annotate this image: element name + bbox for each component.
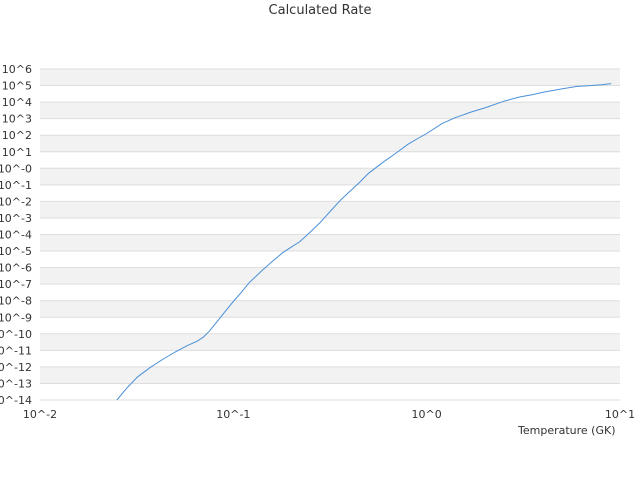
- grid-band: [40, 267, 620, 285]
- y-tick-label: 10^6: [2, 63, 32, 76]
- grid-band: [40, 234, 620, 252]
- grid-band: [40, 383, 620, 400]
- grid-band: [40, 151, 620, 169]
- y-tick-label: 10^2: [2, 129, 32, 142]
- y-tick-label: 10^-5: [0, 245, 32, 258]
- y-tick-label: 10^-9: [0, 311, 32, 324]
- grid-band: [40, 135, 620, 152]
- y-tick-label: 10^-11: [0, 344, 32, 357]
- grid-band: [40, 284, 620, 301]
- y-tick-label: 10^5: [2, 80, 32, 93]
- grid-band: [40, 102, 620, 119]
- grid-band: [40, 118, 620, 136]
- y-tick-label: 10^-13: [0, 377, 32, 390]
- grid-band: [40, 168, 620, 185]
- y-tick-label: 10^4: [2, 96, 32, 109]
- x-tick-label: 10^1: [605, 408, 635, 421]
- y-tick-label: 10^-8: [0, 295, 32, 308]
- grid-band: [40, 201, 620, 218]
- y-tick-label: 10^-6: [0, 262, 32, 275]
- y-tick-label: 10^-0: [0, 162, 32, 175]
- y-tick-label: 10^-1: [0, 179, 32, 192]
- grid-band: [40, 333, 620, 351]
- x-axis-label: Temperature (GK): [518, 424, 616, 437]
- grid-band: [40, 184, 620, 202]
- y-tick-label: 10^-12: [0, 361, 32, 374]
- y-tick-label: 10^-14: [0, 394, 32, 407]
- y-tick-label: 10^3: [2, 113, 32, 126]
- grid-band: [40, 85, 620, 103]
- x-tick-label: 10^-2: [23, 408, 57, 421]
- grid-band: [40, 350, 620, 367]
- y-tick-label: 10^-3: [0, 212, 32, 225]
- grid-band: [40, 317, 620, 334]
- series-line: [116, 83, 612, 401]
- grid-band: [40, 300, 620, 318]
- y-tick-label: 10^-7: [0, 278, 32, 291]
- grid-band: [40, 69, 620, 86]
- chart-title: Calculated Rate: [268, 3, 372, 18]
- y-tick-label: 10^-4: [0, 229, 32, 242]
- grid-band: [40, 217, 620, 235]
- x-tick-label: 10^0: [412, 408, 442, 421]
- x-tick-label: 10^-1: [216, 408, 250, 421]
- y-tick-label: 10^-10: [0, 328, 32, 341]
- grid-band: [40, 366, 620, 384]
- y-tick-label: 10^-2: [0, 195, 32, 208]
- y-tick-label: 10^1: [2, 146, 32, 159]
- grid-band: [40, 251, 620, 268]
